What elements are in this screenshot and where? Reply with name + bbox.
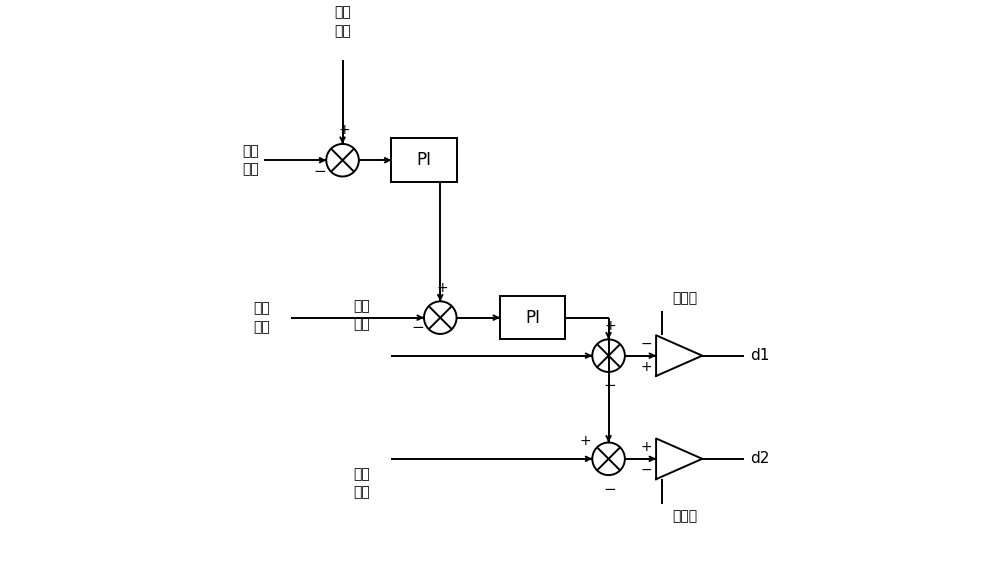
Text: 输出
电压: 输出 电压: [242, 144, 259, 177]
Text: +: +: [604, 319, 616, 333]
Text: 参考
电压: 参考 电压: [334, 6, 351, 38]
Text: PI: PI: [416, 151, 431, 169]
Text: 三角波: 三角波: [672, 291, 697, 305]
Text: +: +: [640, 360, 652, 374]
Text: −: −: [640, 338, 652, 351]
Text: d2: d2: [750, 451, 769, 466]
Text: +: +: [338, 123, 350, 137]
Polygon shape: [656, 335, 702, 376]
Text: −: −: [604, 379, 617, 394]
Text: −: −: [604, 482, 617, 497]
Bar: [500, 296, 565, 339]
Text: 输入
电压: 输入 电压: [253, 301, 270, 334]
Text: +: +: [436, 281, 448, 295]
Text: −: −: [313, 163, 326, 178]
Text: 输入
电流: 输入 电流: [353, 467, 370, 499]
Text: 三角波: 三角波: [672, 509, 697, 523]
Bar: [391, 138, 457, 182]
Text: +: +: [640, 440, 652, 455]
Text: d1: d1: [750, 348, 769, 363]
Text: PI: PI: [525, 309, 540, 327]
Text: +: +: [580, 434, 592, 448]
Text: −: −: [411, 320, 424, 335]
Text: −: −: [640, 463, 652, 477]
Text: 输入
电流: 输入 电流: [353, 299, 370, 331]
Polygon shape: [656, 439, 702, 479]
